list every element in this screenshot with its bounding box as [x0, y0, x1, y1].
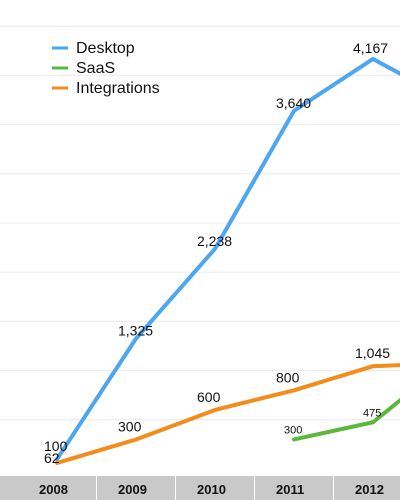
legend-item-desktop[interactable]: Desktop — [52, 40, 135, 57]
data-label: 1,325 — [118, 323, 153, 339]
legend[interactable]: Desktop SaaS Integrations — [52, 40, 160, 97]
x-axis: 2008 2009 2010 2011 2012 — [0, 476, 400, 500]
data-label: 600 — [197, 389, 221, 405]
legend-label: Integrations — [76, 80, 160, 97]
legend-label: Desktop — [76, 40, 135, 57]
series-line-saas — [292, 397, 400, 442]
series-layer — [55, 56, 400, 465]
series-line-integrations — [55, 363, 400, 465]
data-label: 300 — [118, 418, 142, 434]
x-tick-label: 2011 — [276, 482, 304, 497]
x-tick-label: 2012 — [355, 482, 384, 497]
legend-item-integrations[interactable]: Integrations — [52, 80, 160, 97]
data-label: 800 — [276, 369, 300, 385]
data-label: 475 — [363, 407, 381, 419]
x-tick-label: 2010 — [197, 482, 226, 497]
data-label: 62 — [44, 450, 60, 466]
series-line-desktop — [55, 56, 400, 462]
data-label: 4,167 — [353, 40, 388, 56]
data-label: 300 — [284, 424, 302, 436]
x-tick-label: 2008 — [39, 482, 68, 497]
data-label: 100 — [44, 438, 68, 454]
legend-item-saas[interactable]: SaaS — [52, 60, 115, 77]
data-label: 2,238 — [197, 233, 232, 249]
data-labels: 100 1,325 2,238 3,640 4,167 300 475 62 300 600 800… — [44, 40, 390, 466]
grid — [0, 25, 400, 421]
legend-label: SaaS — [76, 60, 115, 77]
data-label: 3,640 — [276, 95, 311, 111]
data-label: 1,045 — [355, 345, 390, 361]
x-tick-label: 2009 — [118, 482, 147, 497]
